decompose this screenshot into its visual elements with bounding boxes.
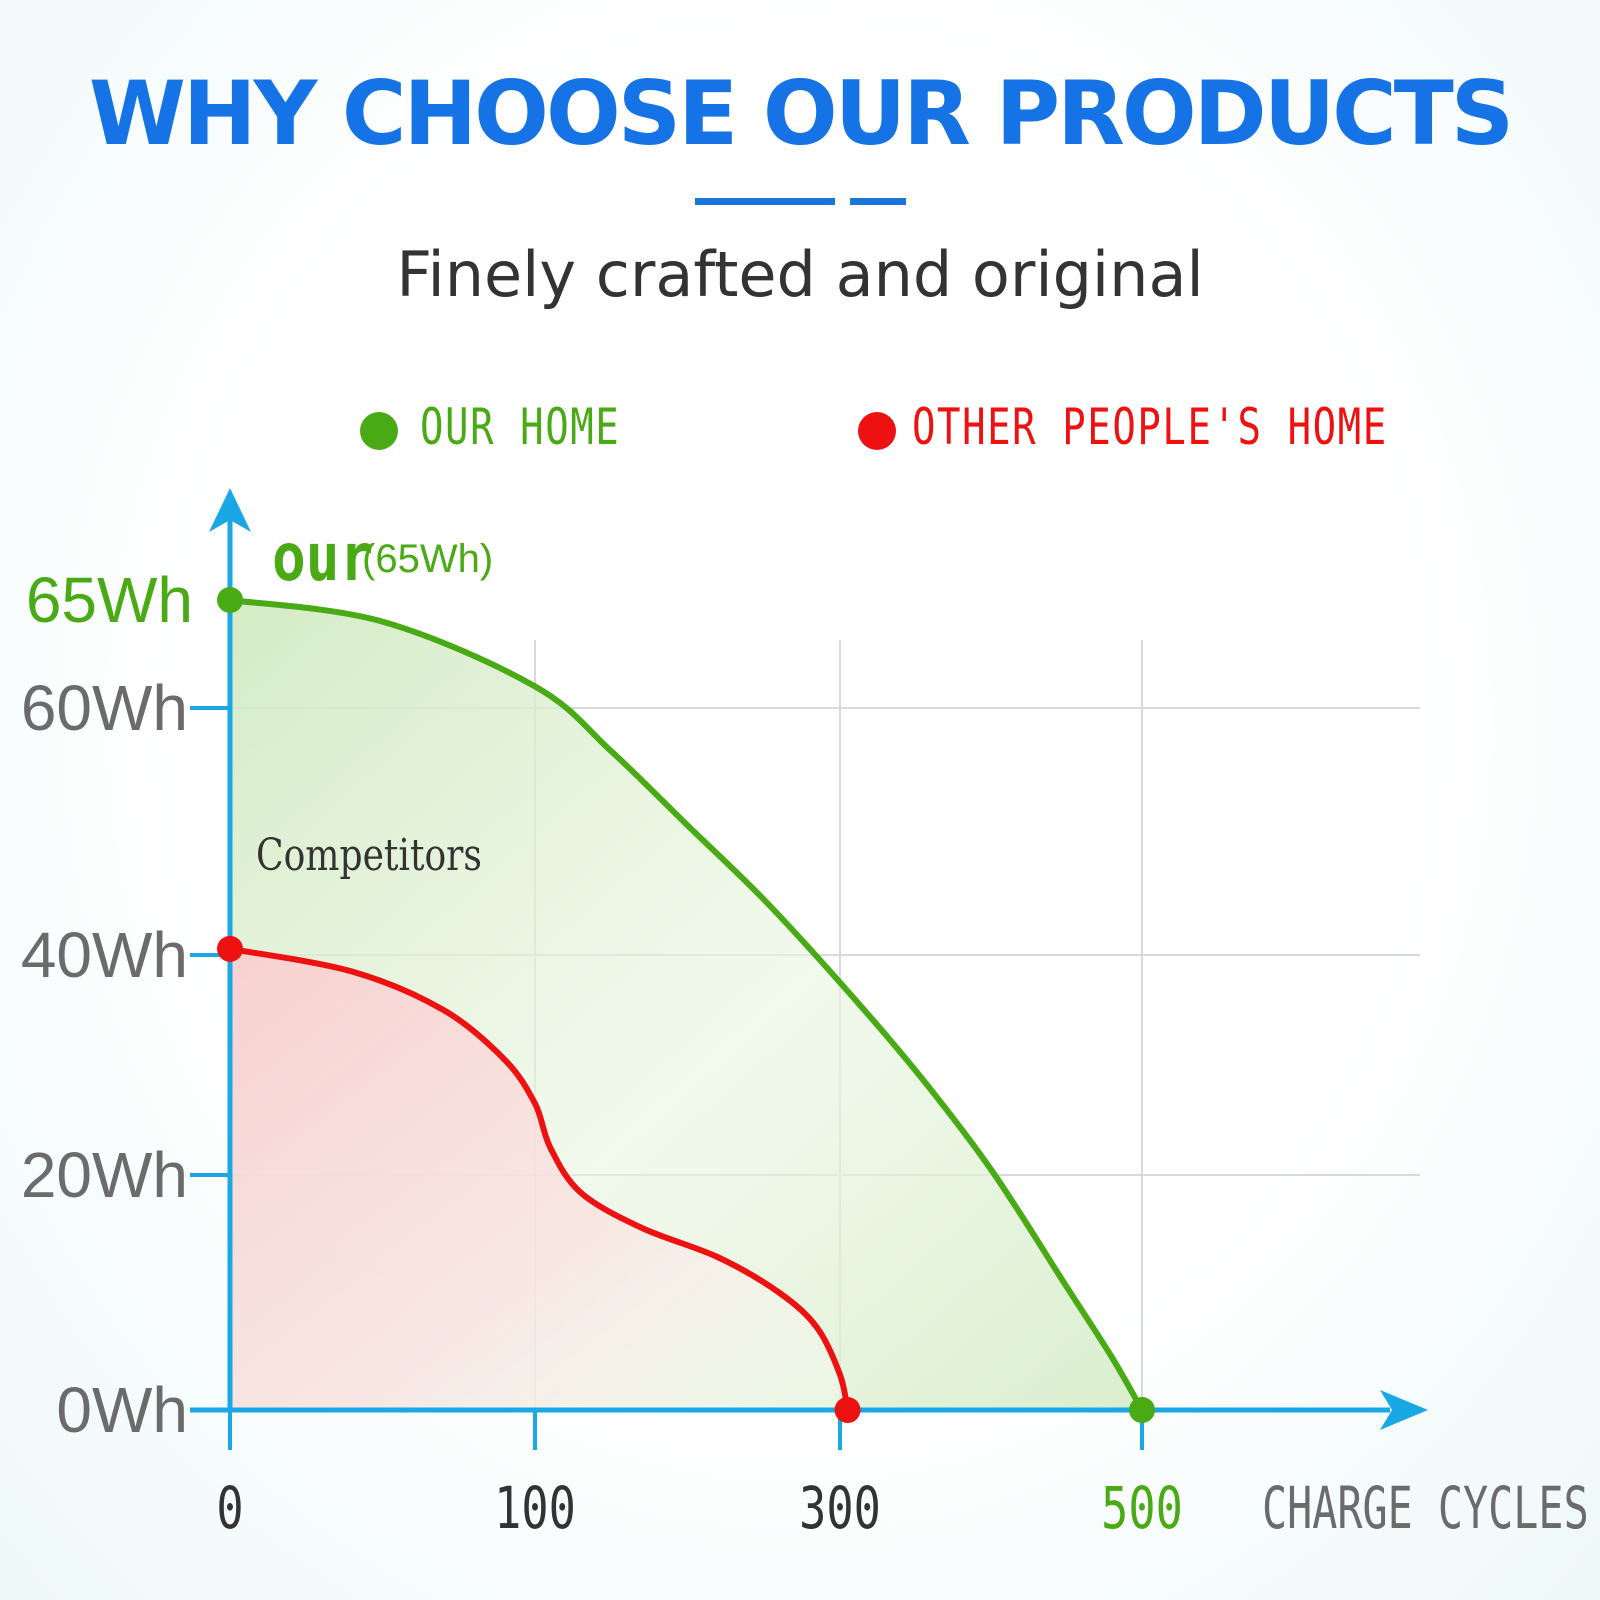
x-axis-title: CHARGE CYCLES [1262, 1474, 1589, 1542]
legend-label-ours: OUR HOME [420, 398, 621, 456]
series-end-point [834, 1397, 861, 1423]
y-axis-arrow [209, 488, 251, 532]
page-subtitle: Finely crafted and original [396, 238, 1204, 311]
series-start-point [217, 587, 243, 613]
legend-dot-ours [360, 412, 398, 450]
legend-label-others: OTHER PEOPLE'S HOME [912, 398, 1388, 456]
y-tick-label: 60Wh [21, 672, 188, 744]
competitors-annotation: Competitors [256, 831, 482, 881]
page-title: WHY CHOOSE OUR PRODUCTS [88, 62, 1514, 165]
y-tick-label: 20Wh [21, 1139, 188, 1211]
axes [190, 488, 1428, 1450]
ours-annotation-value: (65Wh) [362, 537, 493, 581]
title-divider-long [695, 198, 835, 205]
y-tick-label: 65Wh [26, 564, 193, 636]
series-area [230, 948, 848, 1410]
series-line [229, 945, 851, 1411]
title-divider-short [850, 198, 906, 205]
ours-annotation-tag: our [272, 520, 373, 597]
y-tick-label: 40Wh [21, 919, 188, 991]
x-tick-label: 0 [216, 1476, 243, 1543]
x-tick-label: 300 [799, 1476, 881, 1543]
series-start-point [217, 935, 243, 962]
x-tick-label: 100 [494, 1476, 576, 1543]
legend-dot-others [858, 412, 896, 450]
series-lines [217, 587, 1155, 1423]
series-end-point [1129, 1397, 1155, 1423]
axis-labels: 0Wh 20Wh 40Wh 60Wh 65Wh 0 100 300 500 CHARGE CYCL… [21, 520, 1589, 1543]
series-areas [230, 600, 1142, 1410]
x-tick-label: 500 [1101, 1476, 1183, 1543]
x-axis-arrow [1380, 1390, 1428, 1430]
series-line [229, 597, 1145, 1412]
y-tick-label: 0Wh [56, 1374, 188, 1446]
